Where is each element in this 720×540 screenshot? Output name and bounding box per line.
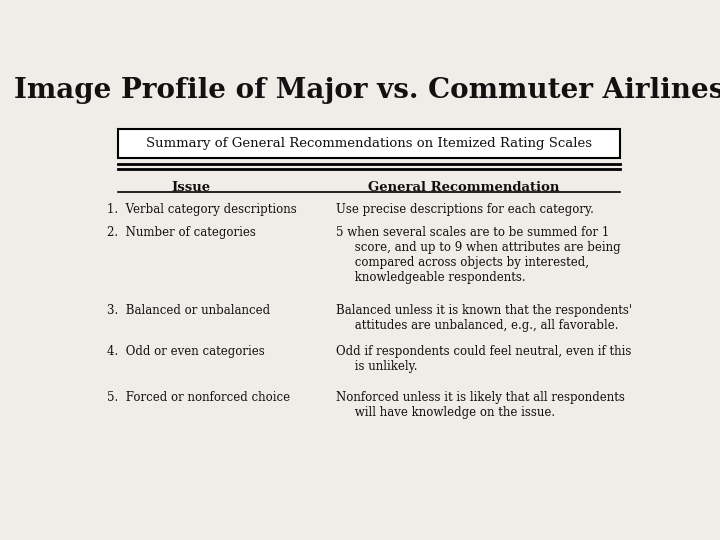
Text: 2.  Number of categories: 2. Number of categories	[107, 226, 256, 239]
Text: Odd if respondents could feel neutral, even if this
     is unlikely.: Odd if respondents could feel neutral, e…	[336, 346, 631, 374]
Text: General Recommendation: General Recommendation	[368, 181, 559, 194]
Text: Balanced unless it is known that the respondents'
     attitudes are unbalanced,: Balanced unless it is known that the res…	[336, 304, 631, 332]
Text: Summary of General Recommendations on Itemized Rating Scales: Summary of General Recommendations on It…	[146, 137, 592, 150]
Text: Issue: Issue	[171, 181, 210, 194]
Text: 1.  Verbal category descriptions: 1. Verbal category descriptions	[107, 203, 297, 216]
Text: 4.  Odd or even categories: 4. Odd or even categories	[107, 346, 264, 359]
Text: 5 when several scales are to be summed for 1
     score, and up to 9 when attrib: 5 when several scales are to be summed f…	[336, 226, 620, 284]
Text: Use precise descriptions for each category.: Use precise descriptions for each catego…	[336, 203, 593, 216]
Text: 3.  Balanced or unbalanced: 3. Balanced or unbalanced	[107, 304, 270, 317]
Text: Image Profile of Major vs. Commuter Airlines: Image Profile of Major vs. Commuter Airl…	[14, 77, 720, 104]
Text: 5.  Forced or nonforced choice: 5. Forced or nonforced choice	[107, 391, 290, 404]
Text: Nonforced unless it is likely that all respondents
     will have knowledge on t: Nonforced unless it is likely that all r…	[336, 391, 624, 419]
FancyBboxPatch shape	[118, 129, 620, 158]
